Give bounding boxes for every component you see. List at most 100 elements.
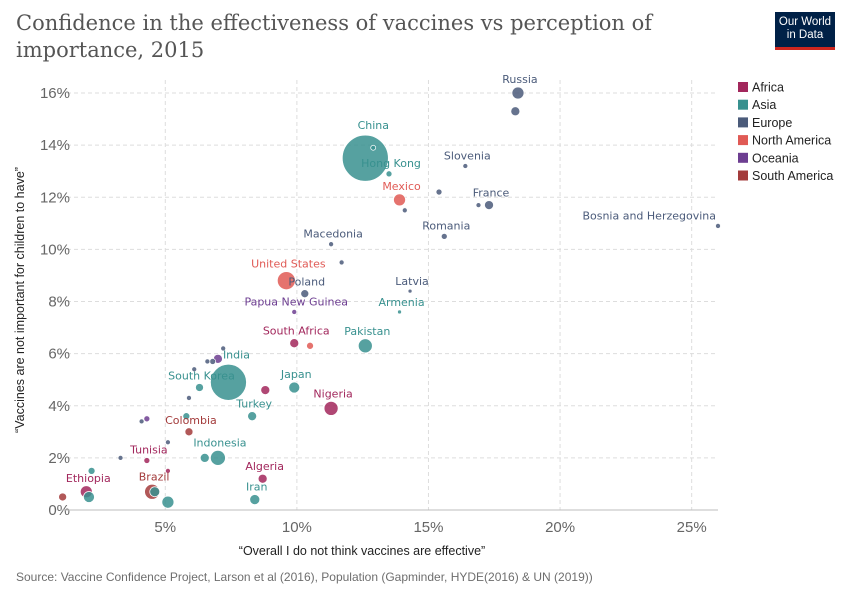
data-point[interactable] bbox=[510, 106, 521, 117]
data-point[interactable] bbox=[397, 309, 402, 315]
point-label: Armenia bbox=[378, 296, 424, 309]
point-label: Hong Kong bbox=[361, 157, 421, 170]
point-label: Turkey bbox=[235, 398, 272, 411]
point-label: Colombia bbox=[165, 414, 217, 427]
data-point[interactable] bbox=[715, 223, 721, 229]
x-tick-label: 10% bbox=[282, 519, 312, 536]
x-axis-label: “Overall I do not think vaccines are eff… bbox=[239, 544, 485, 558]
data-point[interactable] bbox=[199, 453, 210, 463]
legend-swatch[interactable] bbox=[738, 152, 748, 163]
y-tick-label: 16% bbox=[40, 85, 70, 102]
data-point[interactable] bbox=[260, 385, 271, 395]
data-point[interactable] bbox=[341, 134, 389, 182]
legend-label[interactable]: Europe bbox=[752, 116, 792, 130]
point-label: South Africa bbox=[263, 325, 330, 338]
y-tick-label: 2% bbox=[48, 450, 70, 467]
point-label: France bbox=[473, 187, 510, 200]
legend-swatch[interactable] bbox=[738, 82, 748, 92]
y-tick-label: 14% bbox=[40, 137, 70, 154]
data-point[interactable] bbox=[210, 363, 247, 401]
data-point[interactable] bbox=[209, 358, 217, 365]
y-tick-label: 10% bbox=[40, 241, 70, 258]
data-point[interactable] bbox=[149, 486, 161, 498]
data-point[interactable] bbox=[385, 170, 393, 178]
x-tick-label: 20% bbox=[545, 519, 575, 536]
data-point[interactable] bbox=[143, 457, 151, 464]
logo-line-1: Our World bbox=[778, 16, 832, 28]
data-point[interactable] bbox=[191, 366, 198, 373]
data-point[interactable] bbox=[338, 259, 345, 266]
data-point[interactable] bbox=[289, 338, 300, 349]
point-label: Romania bbox=[422, 219, 470, 232]
point-label: India bbox=[223, 348, 250, 361]
data-point[interactable] bbox=[257, 473, 268, 484]
data-point[interactable] bbox=[393, 193, 406, 207]
point-label: South Korea bbox=[168, 370, 235, 383]
data-point[interactable] bbox=[288, 381, 301, 394]
point-labels: China India Russia Slovenia Hong Kong Mexico F… bbox=[66, 73, 716, 494]
data-point[interactable] bbox=[462, 163, 469, 169]
data-point[interactable] bbox=[277, 271, 296, 291]
data-point[interactable] bbox=[195, 383, 204, 392]
point-label: Latvia bbox=[395, 275, 429, 288]
legend-label[interactable]: South America bbox=[752, 169, 833, 183]
data-point[interactable] bbox=[475, 202, 482, 208]
point-label: Slovenia bbox=[444, 150, 491, 163]
data-point[interactable] bbox=[87, 467, 96, 475]
legend-swatch[interactable] bbox=[738, 117, 748, 128]
point-label: Iran bbox=[246, 481, 268, 494]
point-label: Ethiopia bbox=[66, 472, 111, 485]
legend-swatch[interactable] bbox=[738, 170, 748, 181]
data-point[interactable] bbox=[161, 495, 175, 509]
data-point[interactable] bbox=[165, 439, 171, 446]
data-point[interactable] bbox=[357, 338, 373, 354]
legend-label[interactable]: Africa bbox=[752, 81, 784, 95]
data-point[interactable] bbox=[323, 401, 339, 416]
point-label: China bbox=[358, 119, 389, 132]
data-point[interactable] bbox=[83, 491, 95, 503]
data-point[interactable] bbox=[117, 455, 124, 461]
data-point[interactable] bbox=[220, 345, 227, 352]
point-label: Russia bbox=[502, 73, 537, 86]
data-point[interactable] bbox=[184, 427, 194, 437]
data-point[interactable] bbox=[58, 492, 67, 502]
data-point[interactable] bbox=[143, 415, 151, 423]
legend-swatch[interactable] bbox=[738, 99, 748, 110]
x-tick-label: 25% bbox=[677, 519, 707, 536]
data-point[interactable] bbox=[210, 450, 226, 466]
chart-title: Confidence in the effectiveness of vacci… bbox=[16, 11, 653, 62]
legend-label[interactable]: Asia bbox=[752, 98, 776, 112]
owid-logo[interactable]: Our World in Data bbox=[775, 12, 835, 50]
data-point[interactable] bbox=[204, 358, 211, 365]
y-tick-label: 8% bbox=[48, 294, 70, 311]
data-point[interactable] bbox=[182, 412, 191, 421]
data-point[interactable] bbox=[401, 207, 408, 214]
data-point[interactable] bbox=[511, 86, 525, 100]
data-points[interactable] bbox=[58, 86, 721, 509]
legend-swatch[interactable] bbox=[738, 135, 748, 146]
data-point[interactable] bbox=[435, 188, 443, 196]
data-point[interactable] bbox=[291, 309, 298, 315]
point-label: Mexico bbox=[382, 180, 421, 193]
data-point[interactable] bbox=[300, 289, 310, 299]
y-axis-ticks: 0% 2% 4% 6% 8% 10% 12% 14% 16% bbox=[40, 85, 70, 519]
data-point[interactable] bbox=[186, 395, 192, 401]
point-label: Papua New Guinea bbox=[244, 295, 348, 308]
data-point[interactable] bbox=[407, 288, 413, 294]
legend[interactable]: Africa Asia Europe North America Oceania Sout… bbox=[738, 81, 833, 184]
data-point[interactable] bbox=[249, 494, 261, 505]
data-point[interactable] bbox=[138, 418, 145, 425]
legend-label[interactable]: North America bbox=[752, 134, 831, 148]
data-point[interactable] bbox=[165, 468, 171, 474]
data-point[interactable] bbox=[306, 341, 314, 350]
data-point[interactable] bbox=[328, 241, 334, 248]
legend-label[interactable]: Oceania bbox=[752, 151, 799, 165]
x-axis-ticks: 5% 10% 15% 20% 25% bbox=[154, 519, 706, 536]
data-point[interactable] bbox=[247, 411, 257, 422]
y-tick-label: 12% bbox=[40, 189, 70, 206]
data-point[interactable] bbox=[370, 144, 377, 151]
point-label: Tunisia bbox=[129, 443, 168, 456]
data-point[interactable] bbox=[440, 233, 448, 240]
data-point[interactable] bbox=[484, 200, 494, 210]
